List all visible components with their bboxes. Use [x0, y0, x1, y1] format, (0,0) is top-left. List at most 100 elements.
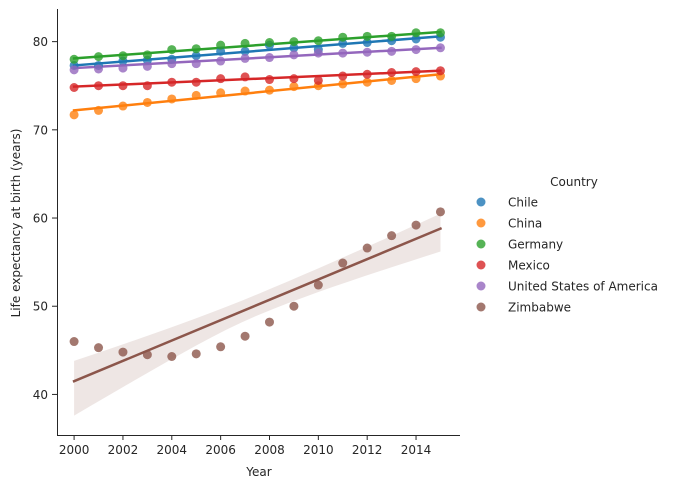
regression-line-4: [72, 46, 442, 70]
axes: 2000 2002 2004 2006 2008 2010 2012 2014 40 50 60 7…: [9, 9, 460, 479]
regression-line-3: [72, 69, 442, 88]
data-point: [362, 69, 372, 79]
legend-marker: [476, 239, 486, 249]
data-point: [94, 64, 104, 74]
legend-marker: [476, 302, 486, 312]
data-point: [191, 77, 201, 87]
data-point: [289, 74, 299, 84]
data-point: [216, 88, 226, 98]
data-point: [362, 47, 372, 57]
legend: Country Chile China Germany Mexico United St…: [476, 175, 658, 315]
data-point: [264, 317, 274, 327]
data-point: [387, 46, 397, 56]
data-point: [435, 43, 445, 53]
legend-label: Germany: [508, 238, 563, 252]
legend-marker: [476, 197, 486, 207]
data-point: [435, 28, 445, 38]
data-point: [387, 68, 397, 77]
data-point: [69, 110, 79, 120]
data-point: [264, 75, 274, 85]
data-point: [240, 86, 250, 96]
x-tick-label: 2008: [254, 443, 285, 457]
confidence-band-5: [74, 213, 441, 416]
data-point: [362, 31, 372, 41]
data-point: [94, 52, 104, 62]
data-point: [94, 81, 104, 91]
data-point: [240, 331, 250, 341]
regression-line-1: [72, 72, 442, 112]
regression-line-layer: [72, 30, 443, 383]
y-tick-label: 70: [33, 123, 48, 137]
data-point: [240, 38, 250, 48]
data-point: [338, 71, 348, 81]
data-point: [216, 56, 226, 66]
data-point: [118, 63, 128, 73]
data-point: [191, 59, 201, 69]
data-point: [362, 38, 372, 48]
data-point: [362, 243, 372, 253]
data-point: [191, 51, 201, 61]
data-point: [240, 46, 250, 56]
data-point: [167, 45, 177, 55]
data-point: [411, 34, 421, 44]
data-point: [338, 38, 348, 48]
data-point: [411, 28, 421, 38]
data-point: [411, 220, 421, 230]
data-point: [264, 53, 274, 63]
data-point: [167, 94, 177, 104]
data-point: [142, 50, 152, 60]
data-point: [240, 72, 250, 82]
x-ticks: 2000 2002 2004 2006 2008 2010 2012 2014: [59, 435, 431, 457]
legend-label: United States of America: [508, 280, 658, 294]
data-point: [142, 81, 152, 91]
data-point: [191, 44, 201, 54]
x-tick-label: 2002: [108, 443, 139, 457]
data-point: [69, 65, 79, 75]
data-point: [387, 231, 397, 241]
data-point: [289, 82, 299, 92]
data-point: [216, 74, 226, 84]
legend-label: Zimbabwe: [508, 301, 571, 315]
data-point: [289, 37, 299, 47]
data-point: [167, 77, 177, 87]
data-point: [289, 301, 299, 311]
data-point: [411, 74, 421, 84]
x-tick-label: 2000: [59, 443, 90, 457]
legend-label: Chile: [508, 196, 538, 210]
x-tick-label: 2014: [401, 443, 432, 457]
data-point: [387, 75, 397, 85]
y-axis-label: Life expectancy at birth (years): [9, 129, 23, 318]
data-point: [289, 50, 299, 60]
regression-line-0: [72, 34, 442, 67]
data-point: [338, 79, 348, 89]
legend-marker: [476, 260, 486, 270]
data-point: [362, 77, 372, 87]
data-point: [313, 280, 323, 290]
data-point: [264, 85, 274, 95]
y-tick-label: 50: [33, 300, 48, 314]
data-point: [435, 66, 445, 76]
data-point: [118, 347, 128, 357]
confidence-band-layer: [74, 213, 441, 416]
data-point: [167, 352, 177, 361]
data-point: [289, 43, 299, 53]
data-point: [191, 349, 201, 359]
x-axis-label: Year: [245, 465, 271, 479]
x-tick-label: 2012: [352, 443, 383, 457]
data-point: [216, 342, 226, 352]
y-ticks: 40 50 60 70 80: [33, 35, 57, 402]
data-point: [118, 81, 128, 91]
y-tick-label: 40: [33, 388, 48, 402]
data-point: [338, 48, 348, 58]
data-point: [411, 45, 421, 55]
data-point: [313, 48, 323, 58]
x-tick-label: 2010: [303, 443, 334, 457]
data-point: [94, 105, 104, 115]
data-point: [167, 59, 177, 69]
data-point: [142, 350, 152, 360]
data-point: [313, 36, 323, 46]
data-point: [240, 53, 250, 63]
legend-title: Country: [550, 175, 598, 189]
regression-line-5: [72, 226, 443, 383]
